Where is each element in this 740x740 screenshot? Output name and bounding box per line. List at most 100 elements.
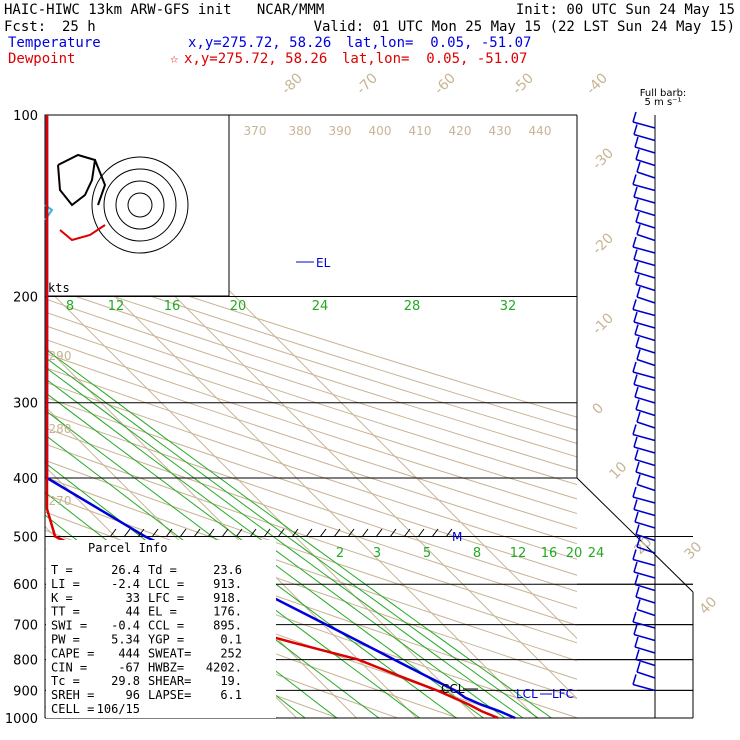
valid-time: Valid: 01 UTC Mon 25 May 15 (22 LST Sun … — [313, 19, 735, 35]
right-slant — [576, 477, 694, 593]
parcel-key: LCL = — [148, 577, 184, 591]
parcel-value: 33 — [126, 591, 140, 605]
pressure-label: 1000 — [5, 712, 38, 727]
wind-barb-flag — [636, 411, 641, 423]
fcst-value: 25 h — [62, 19, 96, 35]
pressure-label: 300 — [13, 397, 38, 412]
model-title: HAIC-HIWC 13km ARW-GFS init NCAR/MMM — [4, 2, 325, 18]
wind-barb — [633, 258, 656, 267]
hatch-mark — [249, 528, 257, 538]
parcel-key: PW = — [51, 633, 80, 647]
parcel-value: 918. — [213, 591, 242, 605]
parcel-key: TT = — [51, 605, 80, 619]
dry-adiabat-line — [45, 411, 577, 593]
parcel-key: CCL = — [148, 619, 184, 633]
wind-barb-flag — [632, 361, 637, 373]
dewpoint-latlon: lat,lon= 0.05, -51.07 — [342, 51, 528, 67]
mixing-ratio-label: 28 — [404, 299, 421, 314]
wind-barb — [635, 221, 656, 229]
hodograph-trace-2 — [94, 159, 107, 206]
dewpoint-xy: x,y=275.72, 58.26 — [184, 51, 328, 67]
dry-adiabat-line — [45, 443, 577, 626]
wind-barb — [635, 533, 656, 542]
hatch-mark — [193, 528, 201, 538]
wind-barb-flag — [632, 549, 637, 560]
wind-barb — [632, 558, 656, 567]
wind-barb — [635, 158, 656, 167]
wind-barb — [635, 658, 656, 667]
wind-barb-flag — [635, 586, 640, 598]
parcel-key: CAPE = — [51, 646, 94, 660]
wind-barb — [634, 583, 656, 592]
hatch-mark — [389, 528, 397, 538]
hatch-mark — [137, 528, 145, 538]
isotherm-label: 0 — [590, 400, 608, 418]
dry-adiabat-line — [45, 272, 577, 444]
dry-adiabat-line — [45, 260, 577, 431]
wind-barb — [632, 621, 656, 629]
hodograph-box — [44, 114, 230, 297]
hatch-mark — [263, 528, 271, 538]
wind-barb — [635, 346, 656, 354]
wind-barb-flag — [636, 286, 641, 298]
parcel-value: 913. — [213, 577, 242, 591]
hatch-mark — [123, 528, 131, 538]
parcel-value: 895. — [213, 619, 242, 633]
wind-barb-flag — [634, 199, 639, 210]
wind-barb — [635, 408, 656, 417]
wind-barb — [636, 671, 656, 679]
wind-barb — [636, 358, 656, 367]
isotherm-label: -60 — [432, 70, 459, 97]
mixing-ratio-label: 12 — [108, 299, 125, 314]
parcel-key: LAPSE= — [148, 688, 191, 702]
wind-barb — [635, 596, 656, 604]
wind-barb-flag — [636, 349, 641, 360]
parcel-key: EL = — [148, 605, 177, 619]
lfc-label: LFC — [552, 687, 574, 701]
mixing-ratio-label: 20 — [230, 299, 247, 314]
wind-barb-flag — [634, 511, 639, 523]
wind-barb-flag — [632, 611, 637, 623]
parcel-value: -67 — [118, 660, 140, 674]
barb-legend-line2: 5 m s⁻¹ — [645, 97, 682, 108]
parcel-value: 26.4 — [111, 563, 140, 577]
m-label: M — [452, 530, 462, 544]
parcel-key: K = — [51, 591, 73, 605]
wind-barb-flag — [633, 186, 638, 198]
parcel-value: 23.6 — [213, 563, 242, 577]
parcel-value: 6.1 — [220, 688, 242, 702]
hatch-mark — [277, 528, 285, 538]
mixing-ratio-label: 24 — [588, 546, 605, 561]
wind-barb-flag — [634, 324, 639, 335]
hatch-mark — [207, 528, 215, 538]
wind-barb-flag — [635, 274, 640, 285]
wind-barb — [632, 683, 656, 692]
isotherm-label: -80 — [279, 70, 306, 97]
parcel-value: -0.4 — [111, 619, 140, 633]
wind-barb-flag — [634, 261, 639, 273]
mixing-ratio-label: 2 — [336, 546, 344, 561]
dry-adiabat-line — [45, 285, 577, 458]
wind-barb — [634, 521, 656, 529]
mixing-ratio-label: 8 — [66, 299, 74, 314]
mixing-ratio-label: 24 — [312, 299, 329, 314]
pressure-label: 400 — [13, 472, 38, 487]
wind-barb — [633, 133, 656, 142]
parcel-key: SREH = — [51, 688, 94, 702]
wind-barb — [634, 271, 656, 279]
wind-barb — [634, 146, 656, 154]
wind-barbs — [632, 111, 656, 692]
theta-label: 270 — [49, 494, 72, 508]
hodograph-unit-label: kts — [48, 281, 70, 295]
wind-barb — [636, 546, 656, 554]
parcel-key: Tc = — [51, 674, 80, 688]
dry-adiabat-line — [45, 298, 577, 472]
hodograph-red-trace — [59, 224, 106, 242]
wind-barb-flag — [636, 599, 641, 610]
theta-label: 440 — [529, 124, 552, 138]
mixing-ratio-label: 5 — [423, 546, 431, 561]
mixing-ratio-label: 20 — [566, 546, 583, 561]
temperature-latlon: lat,lon= 0.05, -51.07 — [346, 35, 532, 51]
isotherm-line — [45, 345, 417, 718]
